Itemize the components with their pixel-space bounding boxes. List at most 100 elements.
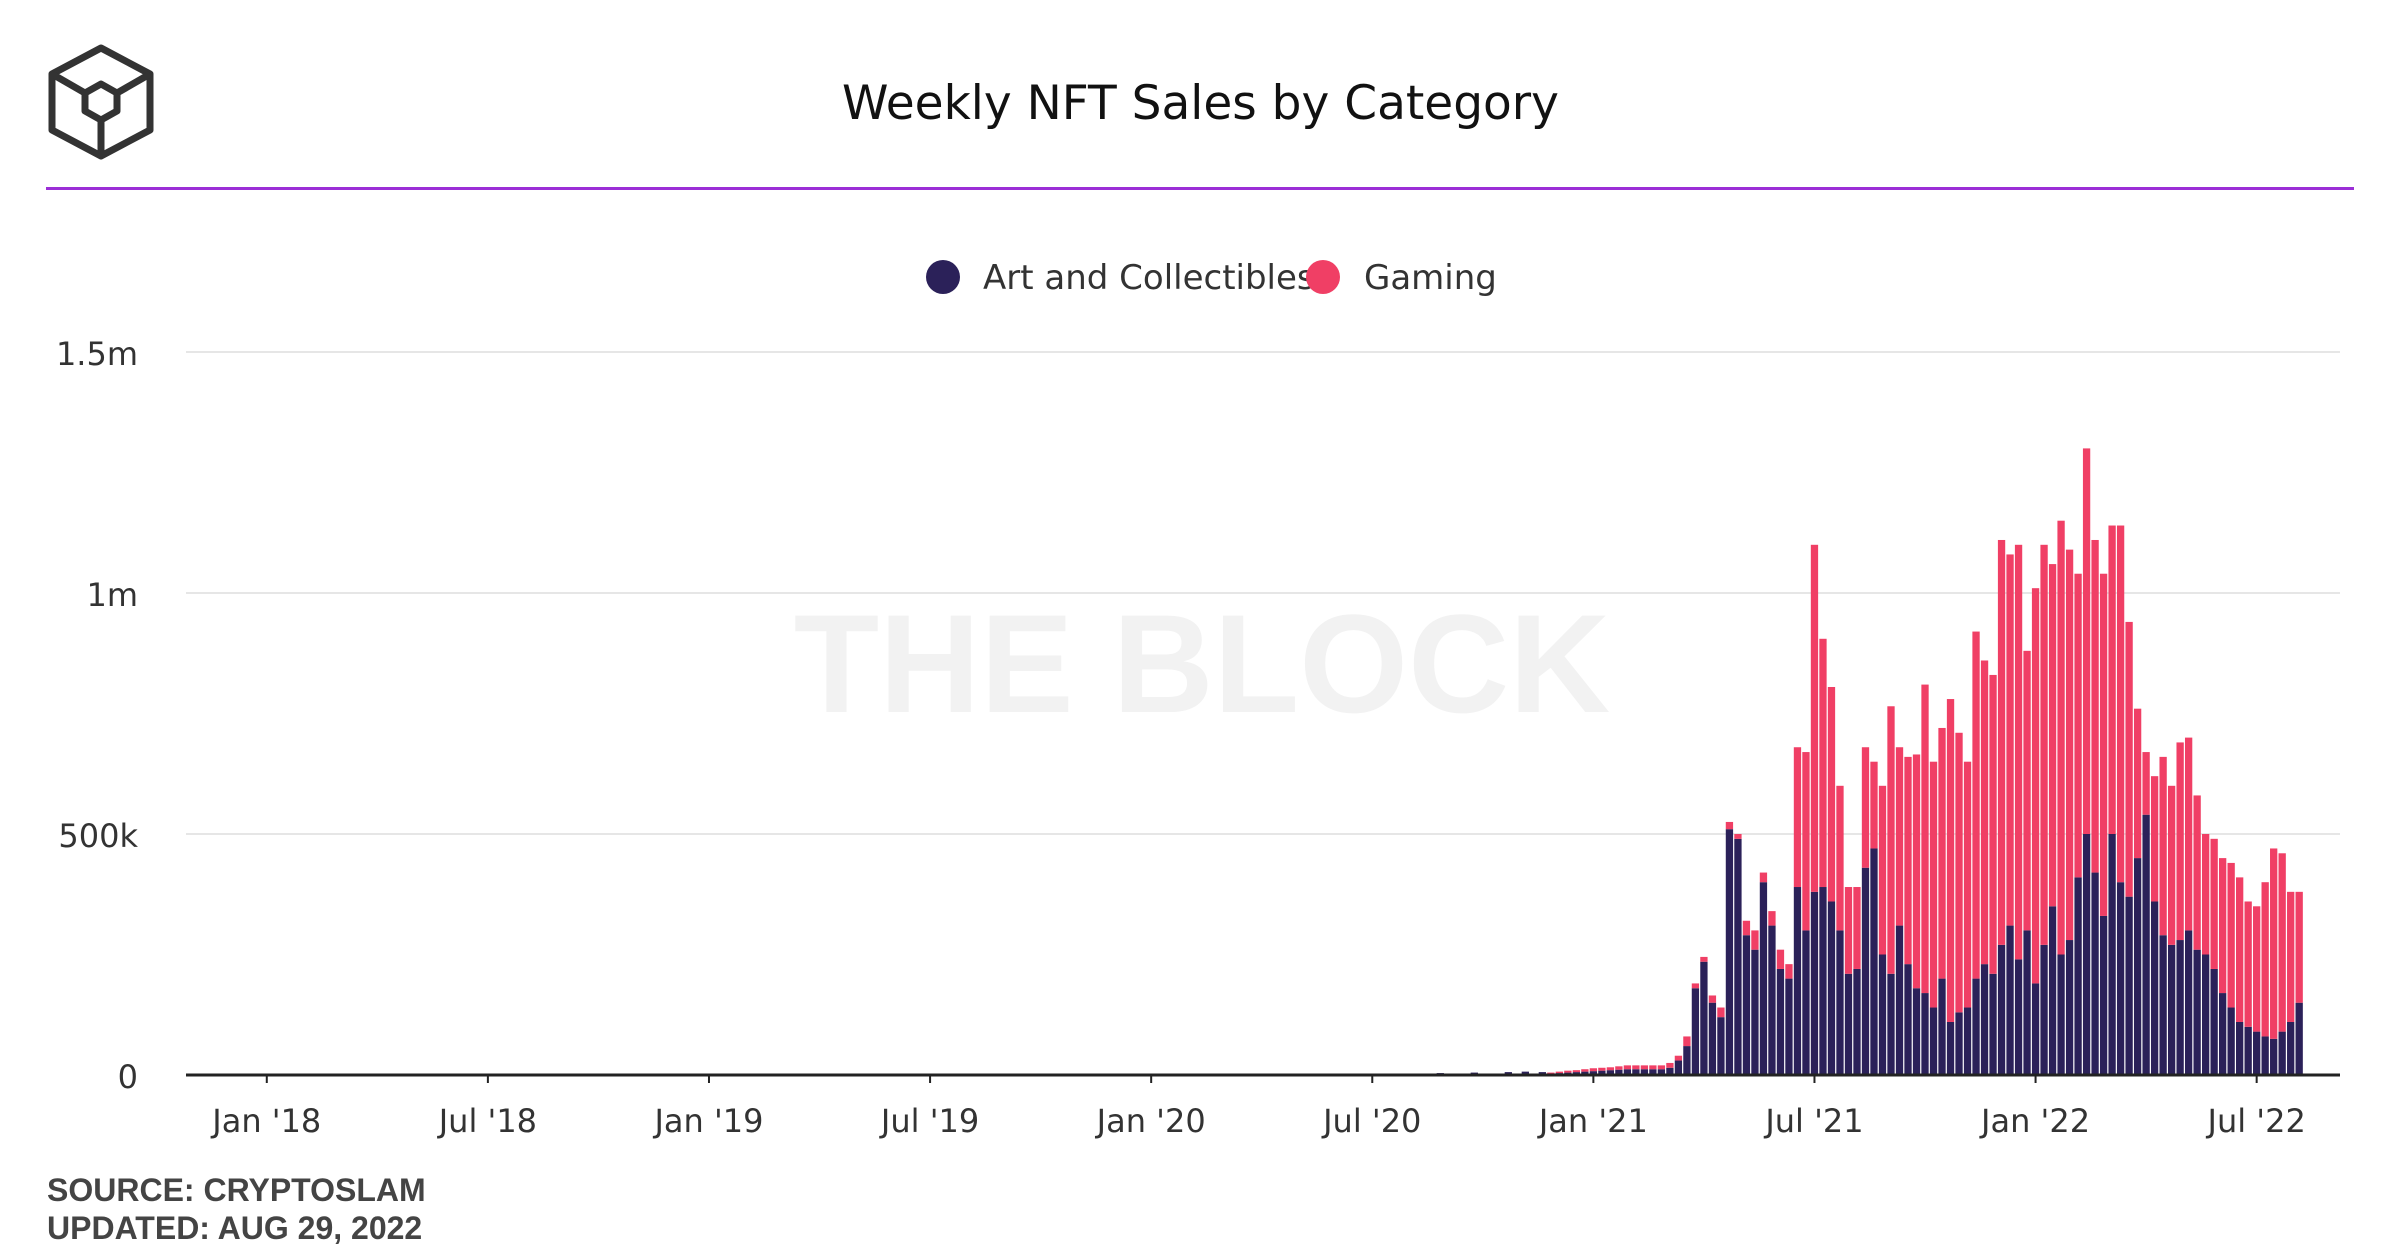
bar-gaming <box>2167 785 2176 945</box>
bar-art <box>1963 1007 1972 1075</box>
bar-gaming <box>1657 1065 1666 1070</box>
bar-art <box>1972 978 1980 1075</box>
bar-gaming <box>1691 983 1700 989</box>
bar-art <box>1598 1070 1606 1075</box>
chart-title: Weekly NFT Sales by Category <box>842 76 1559 131</box>
bar-gaming <box>1827 686 1836 902</box>
bar-gaming <box>1751 930 1759 950</box>
bar-gaming <box>1555 1071 1564 1074</box>
bar-gaming <box>1666 1062 1674 1068</box>
bar-art <box>1997 944 2006 1075</box>
bar-gaming <box>1802 752 1810 931</box>
bar-art <box>2133 858 2142 1075</box>
bar-art <box>1717 1017 1725 1075</box>
bar-art <box>1785 978 1793 1075</box>
bar-gaming <box>2031 588 2040 984</box>
bar-gaming <box>2091 539 2099 873</box>
bar-gaming <box>2287 891 2295 1022</box>
bar-gaming <box>1989 674 1997 974</box>
bar-art <box>2244 1026 2252 1075</box>
bar-art <box>1870 848 1878 1075</box>
bar-gaming <box>2142 752 2150 815</box>
y-tick-label: 0 <box>118 1058 138 1096</box>
bar-art <box>2125 896 2133 1075</box>
bar-art <box>2040 944 2048 1075</box>
bar-art <box>2270 1038 2278 1075</box>
legend: Art and Collectibles Gaming <box>926 258 1497 298</box>
bars <box>1402 448 2303 1075</box>
bar-gaming <box>1623 1065 1632 1070</box>
bar-gaming <box>1810 544 1819 892</box>
bar-art <box>1623 1069 1632 1075</box>
bar-gaming <box>1921 684 1929 994</box>
bar-art <box>2057 954 2065 1075</box>
bar-gaming <box>2210 838 2218 969</box>
bar-art <box>1742 935 1751 1075</box>
bar-art <box>2159 935 2167 1075</box>
bar-gaming <box>1717 1007 1725 1018</box>
bar-art <box>1606 1070 1615 1075</box>
bar-gaming <box>2218 858 2227 994</box>
bar-gaming <box>1929 761 1938 1008</box>
bar-art <box>1989 973 1997 1075</box>
bar-art <box>1649 1069 1657 1075</box>
bar-gaming <box>1640 1065 1649 1070</box>
bar-gaming <box>2227 862 2235 1008</box>
bar-art <box>1955 1012 1963 1075</box>
bar-art <box>1640 1069 1649 1075</box>
bar-art <box>1776 968 1785 1075</box>
bar-gaming <box>2201 834 2210 955</box>
bar-art <box>1836 930 1844 1075</box>
bar-art <box>2201 954 2210 1075</box>
bar-art <box>1615 1069 1623 1075</box>
bar-art <box>1725 829 1734 1075</box>
bar-gaming <box>1963 761 1972 1008</box>
bar-art <box>1632 1069 1640 1075</box>
bar-gaming <box>2244 901 2252 1027</box>
bar-art <box>1853 968 1861 1075</box>
bar-gaming <box>1870 761 1878 849</box>
legend-swatch-art <box>926 260 960 294</box>
bar-art <box>1802 930 1810 1075</box>
bar-art <box>2108 834 2116 1075</box>
legend-label-art: Art and Collectibles <box>983 258 1315 298</box>
bar-art <box>2116 882 2125 1075</box>
bar-art <box>2193 949 2201 1075</box>
bar-art <box>1691 988 1700 1075</box>
bar-art <box>2253 1031 2261 1075</box>
bar-art <box>2278 1031 2286 1075</box>
bar-art <box>2167 944 2176 1075</box>
bar-art <box>2261 1036 2269 1075</box>
bar-gaming <box>1768 911 1776 926</box>
bar-art <box>1921 993 1929 1075</box>
bar-gaming <box>1853 887 1861 969</box>
bar-art <box>1929 1007 1938 1075</box>
legend-label-gaming: Gaming <box>1364 258 1497 298</box>
bar-art <box>1708 1002 1717 1075</box>
bar-gaming <box>2125 621 2133 897</box>
bar-art <box>1946 1021 1955 1075</box>
bar-gaming <box>1606 1067 1615 1071</box>
bar-gaming <box>2014 544 2023 960</box>
bar-gaming <box>1819 638 1827 888</box>
bar-gaming <box>1589 1068 1598 1072</box>
bar-gaming <box>1564 1070 1572 1073</box>
bar-gaming <box>2270 848 2278 1039</box>
bar-gaming <box>1785 964 1793 979</box>
bar-art <box>2091 872 2099 1075</box>
bar-gaming <box>2159 756 2167 936</box>
x-tick-label: Jul '22 <box>2206 1102 2306 1140</box>
bar-gaming <box>2108 525 2116 834</box>
bar-art <box>1793 887 1802 1075</box>
bar-gaming <box>1912 754 1921 989</box>
bar-art <box>1734 838 1742 1075</box>
bar-art <box>1878 954 1887 1075</box>
bar-art <box>2184 930 2193 1075</box>
y-axis: 0 500k 1m 1.5m <box>56 335 139 1096</box>
bar-art <box>2023 930 2031 1075</box>
bar-art <box>1819 887 1827 1075</box>
x-tick-label: Jul '21 <box>1763 1102 1863 1140</box>
bar-art <box>2150 901 2159 1075</box>
bar-art <box>2295 1002 2303 1075</box>
